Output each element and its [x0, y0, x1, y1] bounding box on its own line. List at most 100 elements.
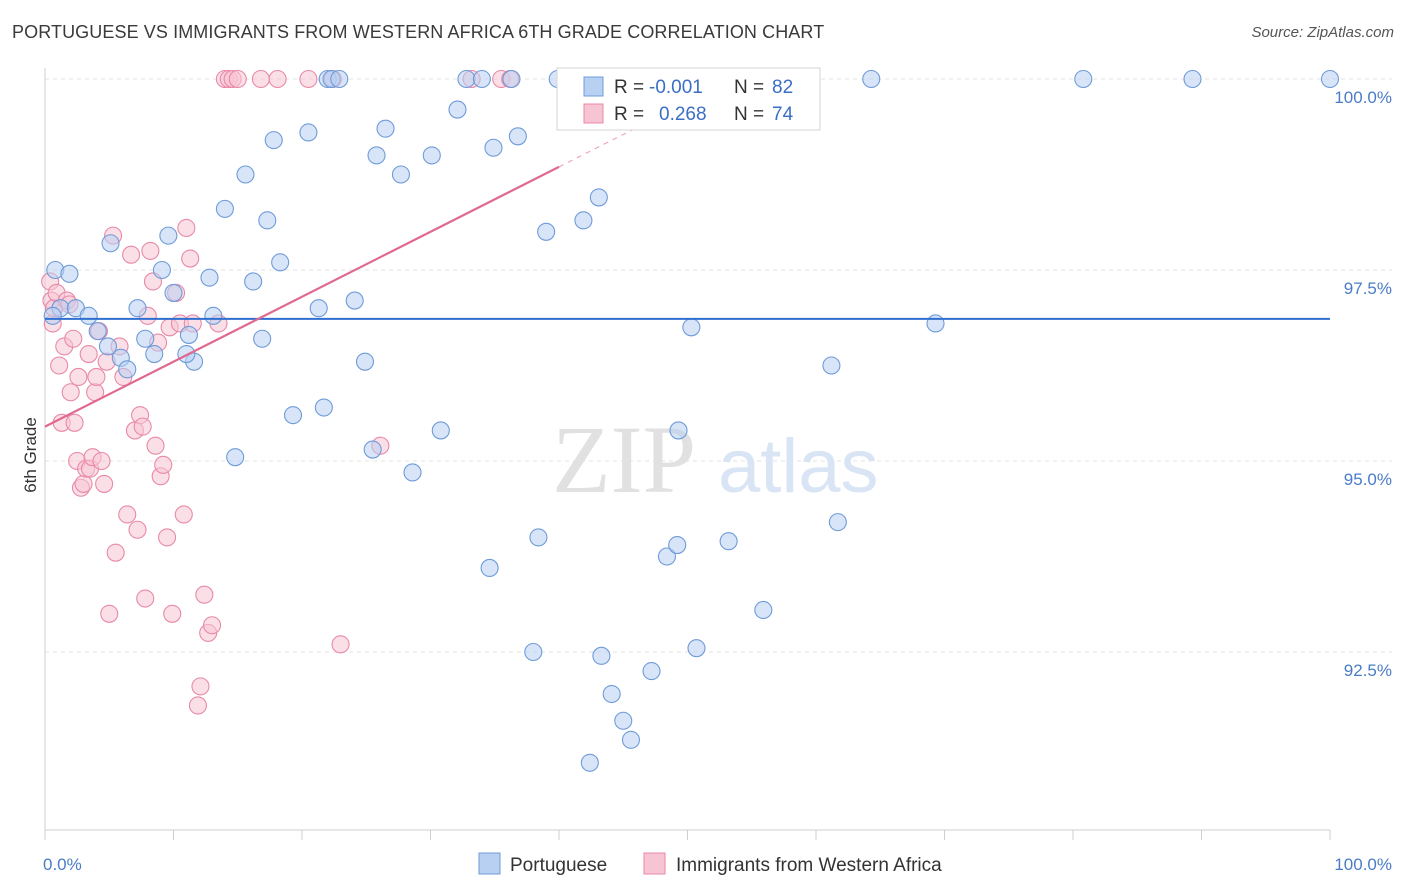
x-tick-label-0: 0.0%: [43, 855, 82, 874]
western-africa-point-42: [146, 436, 165, 455]
portuguese-point-72: [687, 639, 706, 658]
portuguese-point-46: [448, 100, 467, 119]
western-africa-point-16: [74, 474, 93, 493]
western-africa-point-5: [50, 356, 69, 375]
portuguese-point-36: [330, 69, 349, 89]
legend-n-label-1: N =: [734, 77, 764, 98]
portuguese-point-53: [524, 642, 543, 662]
western-africa-point-56: [191, 677, 210, 696]
x-tick-labels: 0.0% 100.0%: [43, 855, 1392, 874]
portuguese-point-15: [159, 226, 178, 245]
portuguese-point-27: [258, 211, 277, 230]
western-africa-point-57: [195, 585, 214, 604]
portuguese-point-22: [215, 199, 234, 218]
portuguese-point-64: [614, 711, 633, 730]
portuguese-point-48: [472, 69, 491, 89]
bottom-legend: Portuguese Immigrants from Western Afric…: [478, 852, 942, 876]
portuguese-point-30: [283, 406, 303, 425]
portuguese-point-60: [589, 188, 608, 207]
portuguese-point-81: [1183, 69, 1202, 89]
legend-n-label-2: N =: [734, 104, 764, 125]
portuguese-point-54: [529, 528, 548, 547]
western-africa-point-12: [65, 413, 84, 432]
portuguese-point-50: [484, 138, 503, 157]
portuguese-point-11: [128, 299, 147, 318]
legend-n-value-2: 74: [772, 104, 794, 125]
portuguese-point-33: [314, 398, 333, 417]
western-africa-point-48: [163, 604, 182, 623]
western-africa-point-69: [331, 635, 350, 654]
western-africa-point-53: [181, 249, 200, 268]
western-africa-point-14: [69, 367, 88, 387]
watermark-zip: ZIP: [552, 406, 696, 513]
y-tick-label-2: 97.5%: [1344, 279, 1392, 298]
portuguese-point-16: [164, 283, 183, 302]
watermark-atlas: atlas: [718, 424, 879, 509]
bottom-legend-swatch-western-africa: [643, 852, 666, 875]
portuguese-point-14: [152, 260, 171, 280]
bottom-legend-label-western-africa: Immigrants from Western Africa: [676, 855, 942, 876]
western-africa-point-35: [128, 520, 147, 539]
portuguese-point-21: [204, 306, 223, 325]
portuguese-point-41: [376, 119, 395, 138]
portuguese-point-65: [621, 730, 641, 749]
portuguese-point-28: [264, 131, 283, 150]
legend: R = -0.001 N = 82 R = 0.268 N = 74: [556, 67, 821, 131]
portuguese-point-73: [719, 532, 738, 551]
portuguese-point-52: [508, 127, 527, 146]
western-africa-point-25: [95, 474, 114, 493]
portuguese-point-55: [537, 222, 556, 241]
western-africa-point-37: [133, 417, 152, 436]
portuguese-point-76: [822, 356, 841, 375]
portuguese-point-78: [862, 69, 881, 89]
y-tick-label-3: 100.0%: [1334, 88, 1392, 107]
y-tick-label-1: 95.0%: [1344, 470, 1392, 489]
western-africa-point-55: [188, 696, 207, 715]
portuguese-point-42: [391, 165, 410, 184]
portuguese-point-82: [1320, 69, 1340, 89]
portuguese-point-12: [136, 329, 155, 348]
western-africa-point-33: [122, 245, 141, 264]
portuguese-point-74: [754, 600, 773, 620]
western-africa-point-24: [92, 451, 111, 471]
portuguese-point-8: [101, 234, 120, 253]
portuguese-point-29: [271, 253, 290, 272]
western-africa-point-27: [100, 604, 119, 623]
portuguese-point-32: [309, 299, 328, 318]
y-tick-label-0: 92.5%: [1344, 661, 1392, 680]
source-label: Source: ZipAtlas.com: [1251, 24, 1394, 41]
portuguese-point-38: [355, 352, 375, 371]
western-africa-point-45: [154, 455, 173, 474]
western-africa-point-64: [228, 69, 247, 89]
portuguese-point-23: [226, 448, 245, 467]
y-tick-labels: 92.5% 95.0% 97.5% 100.0%: [1334, 88, 1392, 680]
portuguese-point-39: [363, 440, 382, 459]
portuguese-point-80: [1074, 69, 1093, 89]
portuguese-point-51: [502, 69, 521, 89]
trend-lines: [44, 82, 1330, 428]
x-tick-label-1: 100.0%: [1334, 855, 1392, 874]
western-africa-point-18: [79, 344, 98, 364]
y-axis-label: 6th Grade: [21, 417, 40, 493]
legend-r-value-2: 0.268: [659, 104, 707, 125]
legend-r-label-1: R =: [614, 77, 644, 98]
portuguese-point-24: [236, 165, 255, 184]
western-africa-point-32: [118, 505, 137, 524]
portuguese-point-44: [422, 146, 441, 165]
portuguese-point-59: [580, 753, 599, 772]
portuguese-point-2: [43, 306, 62, 325]
western-africa-point-67: [299, 69, 318, 89]
portuguese-point-45: [431, 421, 450, 440]
portuguese-point-49: [480, 558, 499, 578]
portuguese-point-7: [98, 337, 118, 356]
legend-n-value-1: 82: [772, 77, 793, 98]
portuguese-point-66: [642, 662, 661, 681]
western-africa-point-11: [64, 329, 83, 348]
western-africa-point-46: [158, 528, 177, 547]
portuguese-point-5: [79, 306, 98, 325]
trend-line-western-africa: [44, 165, 560, 428]
portuguese-point-26: [253, 329, 272, 348]
western-africa-point-29: [106, 543, 125, 562]
portuguese-point-13: [145, 344, 164, 364]
